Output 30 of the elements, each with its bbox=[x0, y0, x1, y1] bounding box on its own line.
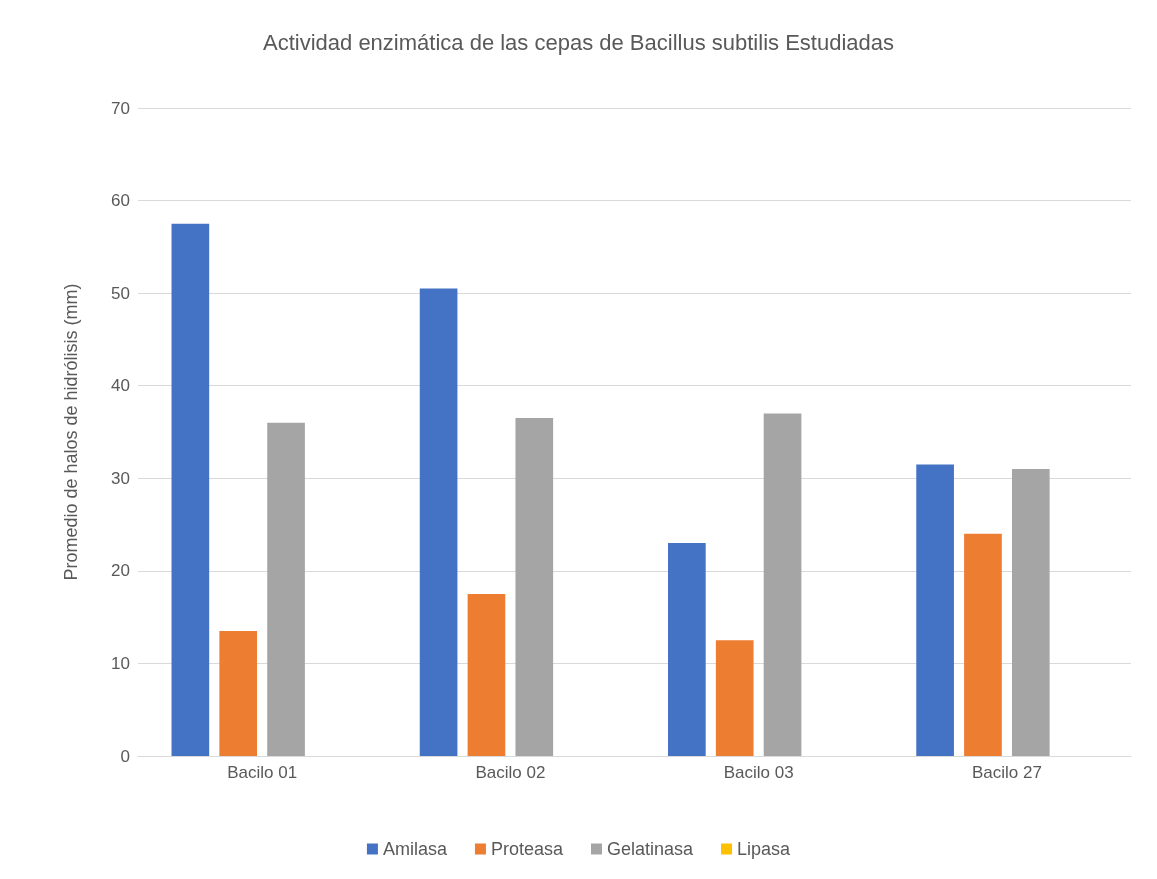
bar bbox=[171, 223, 210, 756]
x-tick-label: Bacilo 27 bbox=[971, 763, 1042, 782]
bar bbox=[219, 631, 258, 756]
x-tick-label: Bacilo 02 bbox=[475, 763, 546, 782]
y-tick-label: 50 bbox=[111, 283, 130, 303]
y-tick-label: 30 bbox=[111, 468, 130, 488]
y-tick-label: 0 bbox=[120, 746, 130, 766]
bar bbox=[515, 418, 554, 756]
y-tick-label: 60 bbox=[111, 191, 130, 211]
bar bbox=[668, 543, 706, 756]
y-tick-label: 20 bbox=[111, 561, 130, 581]
bar bbox=[467, 594, 506, 756]
bar bbox=[267, 422, 305, 756]
legend-label: Amilasa bbox=[382, 839, 448, 859]
bar bbox=[916, 464, 954, 756]
bar bbox=[1011, 469, 1050, 756]
x-tick-label: Bacilo 01 bbox=[227, 763, 298, 782]
bar bbox=[419, 288, 458, 756]
bar bbox=[715, 640, 754, 756]
bar bbox=[964, 533, 1002, 756]
chart-title: Actividad enzimática de las cepas de Bacillus subtilis Estudiadas bbox=[263, 29, 894, 55]
y-tick-label: 10 bbox=[111, 653, 130, 673]
bar bbox=[763, 413, 802, 756]
y-tick-label: 40 bbox=[111, 376, 130, 396]
legend-label: Proteasa bbox=[490, 839, 564, 859]
x-tick-label: Bacilo 03 bbox=[723, 763, 794, 782]
legend-label: Lipasa bbox=[737, 839, 792, 859]
legend-label: Gelatinasa bbox=[606, 839, 695, 859]
y-axis-title: Promedio de halos de hidrólisis (mm) bbox=[61, 283, 81, 581]
y-tick-label: 70 bbox=[111, 98, 130, 118]
